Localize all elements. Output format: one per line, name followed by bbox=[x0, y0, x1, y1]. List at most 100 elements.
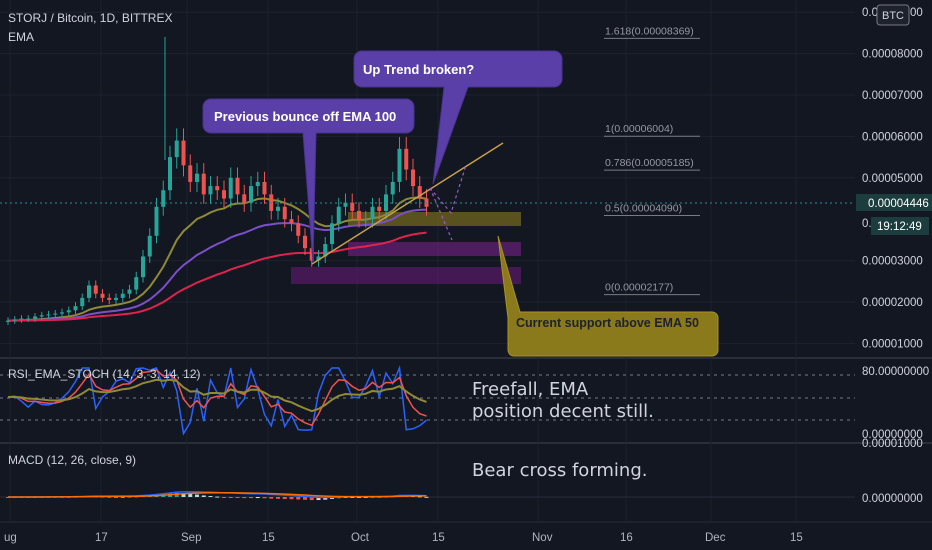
macd-histogram-bar bbox=[195, 494, 199, 497]
macd-histogram-bar bbox=[127, 496, 132, 498]
x-tick-label: 15 bbox=[432, 532, 445, 544]
price-axis[interactable]: 0.000090000.000080000.000070000.00006000… bbox=[862, 7, 923, 350]
candle-body bbox=[411, 169, 415, 187]
candle-body bbox=[26, 318, 31, 320]
macd-histogram-bar bbox=[222, 497, 226, 498]
macd-histogram-bar bbox=[323, 497, 328, 500]
callout-support-bubble bbox=[497, 235, 719, 357]
candle-body bbox=[73, 306, 78, 311]
candle-body bbox=[87, 285, 91, 298]
callout-previous-bounce-text: Previous bounce off EMA 100 bbox=[214, 109, 396, 124]
candle-body bbox=[6, 320, 10, 322]
candle-body bbox=[114, 297, 118, 300]
candle-body bbox=[303, 235, 307, 249]
x-tick-label: ug bbox=[4, 532, 17, 544]
macd-title[interactable]: MACD (12, 26, close, 9) bbox=[8, 453, 136, 467]
candle-body bbox=[12, 319, 17, 321]
partial-price-label: 0. bbox=[862, 218, 872, 230]
macd-tick-zero: 0.00000000 bbox=[862, 493, 923, 505]
rsi-title[interactable]: RSI_EMA_STOCH (14, 3, 3, 14, 12) bbox=[8, 367, 201, 381]
countdown-tag bbox=[871, 217, 929, 235]
callout-support[interactable]: Current support above EMA 50 bbox=[497, 235, 719, 357]
macd-histogram-bar bbox=[309, 497, 314, 501]
candle-body bbox=[289, 219, 294, 224]
ema-indicator-label[interactable]: EMA bbox=[8, 30, 34, 44]
candle-body bbox=[417, 186, 422, 199]
candle-body bbox=[330, 223, 334, 245]
candle-body bbox=[357, 210, 361, 220]
btc-badge-text: BTC bbox=[882, 10, 904, 22]
callout-support-text: Current support above EMA 50 bbox=[516, 316, 699, 330]
macd-histogram-bar bbox=[269, 497, 274, 499]
rsi-tick-0: 0.00000000 bbox=[862, 429, 923, 441]
candle-body bbox=[370, 206, 375, 220]
macd-histogram-bar bbox=[114, 496, 118, 498]
macd-pane bbox=[0, 491, 855, 501]
callout-uptrend-bubble bbox=[353, 50, 563, 185]
rsi-note-line2: position decent still. bbox=[472, 401, 654, 422]
candle-body bbox=[249, 186, 253, 203]
candle-body bbox=[390, 181, 395, 195]
price-tick-label: 0.00008000 bbox=[862, 49, 923, 61]
current-price-tag bbox=[856, 194, 932, 211]
x-axis[interactable]: ug 17 Sep 15 Oct 15 Nov 16 Dec 15 bbox=[4, 532, 803, 544]
macd-note: Bear cross forming. bbox=[472, 460, 648, 481]
candle-body bbox=[127, 289, 132, 294]
callout-previous-bounce[interactable]: Previous bounce off EMA 100 bbox=[202, 98, 415, 264]
fib-layer: 1.618(0.00008369) 1(0.00006004) 0.786(0.00… bbox=[604, 25, 700, 296]
zone-purple-mid bbox=[348, 242, 521, 256]
btc-badge-box bbox=[876, 4, 910, 26]
macd-tick-top: 0.00001000 bbox=[862, 438, 923, 450]
macd-histogram-bar bbox=[215, 496, 220, 498]
candle-body bbox=[33, 316, 37, 319]
candle-body bbox=[80, 297, 85, 307]
candle-body bbox=[46, 314, 51, 316]
price-tick-label: 0.00007000 bbox=[862, 90, 923, 102]
price-axis-bg bbox=[855, 0, 932, 550]
symbol-title: STORJ / Bitcoin, 1D, BITTREX bbox=[8, 11, 172, 25]
ema-layer bbox=[7, 196, 427, 322]
macd-histogram-bar bbox=[249, 497, 253, 499]
macd-histogram-bar bbox=[235, 497, 240, 498]
price-tick-label: 0.00003000 bbox=[862, 256, 923, 268]
candle-body bbox=[174, 140, 179, 158]
fib-label: 1.618(0.00008369) bbox=[605, 25, 694, 37]
macd-histogram-bar bbox=[262, 497, 267, 499]
macd-histogram-bar bbox=[424, 496, 429, 498]
candle-body bbox=[296, 223, 301, 236]
price-tick-label: 0.00006000 bbox=[862, 131, 923, 143]
candle-body bbox=[181, 140, 186, 166]
zone-purple-low bbox=[291, 267, 521, 284]
macd-histogram-bar bbox=[289, 497, 294, 500]
candle-body bbox=[154, 206, 159, 236]
uptrend-line[interactable] bbox=[311, 142, 504, 265]
candle-body bbox=[336, 206, 341, 224]
ema-line-100 bbox=[7, 208, 427, 322]
callout-uptrend-broken[interactable]: Up Trend broken? bbox=[353, 50, 563, 185]
x-tick-label: 15 bbox=[790, 532, 803, 544]
btc-badge[interactable]: BTC bbox=[876, 4, 910, 26]
projection-up-arrow bbox=[429, 164, 467, 215]
candle-body bbox=[397, 148, 402, 182]
callout-uptrend-text: Up Trend broken? bbox=[363, 62, 474, 77]
candle-body bbox=[316, 256, 321, 261]
candle-body bbox=[363, 219, 368, 221]
macd-histogram-bar bbox=[370, 496, 375, 498]
macd-histogram-bar bbox=[188, 493, 193, 497]
rsi-stoch-d-line bbox=[7, 369, 427, 427]
candle-body bbox=[350, 202, 355, 211]
price-tick-label: 0.00002000 bbox=[862, 297, 923, 309]
candle-body bbox=[276, 206, 280, 211]
x-tick-label: 17 bbox=[95, 532, 108, 544]
rsi-pane bbox=[0, 365, 855, 436]
macd-histogram-bar bbox=[242, 497, 247, 499]
macd-histogram-bar bbox=[120, 496, 125, 498]
macd-signal-line bbox=[7, 491, 427, 498]
candle-body bbox=[228, 177, 233, 199]
macd-histogram-bar bbox=[6, 497, 10, 498]
candle-body bbox=[161, 190, 166, 207]
candle-body bbox=[147, 235, 152, 257]
macd-histogram-bar bbox=[417, 496, 422, 498]
candle-body bbox=[282, 206, 287, 220]
